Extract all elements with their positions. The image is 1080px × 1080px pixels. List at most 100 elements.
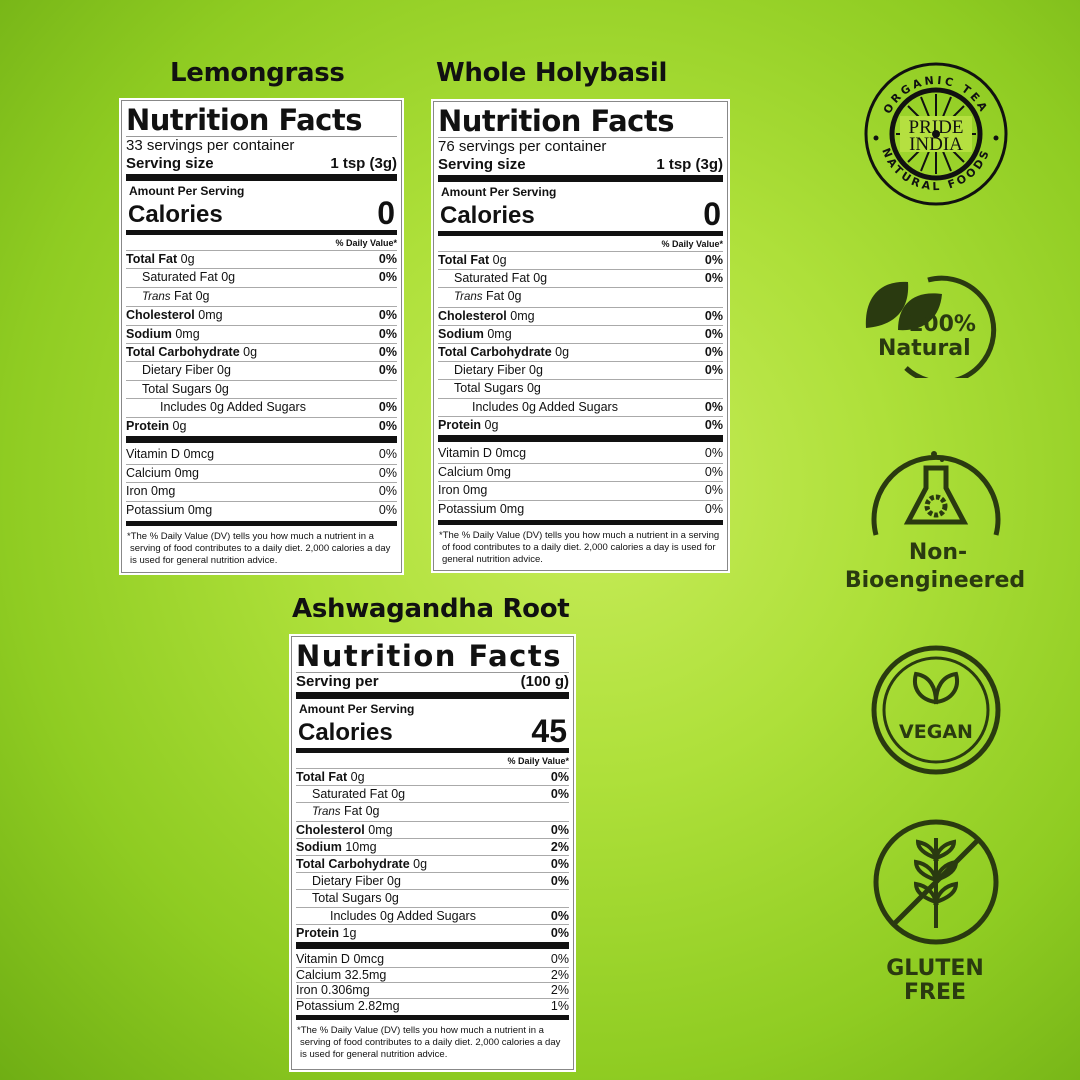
vitamin-dv: 0% xyxy=(704,464,723,479)
serving-size-key: Serving per xyxy=(296,673,379,690)
vitamin-row: Iron 0mg 0% xyxy=(126,483,397,502)
vitamin-dv: 1% xyxy=(550,998,569,1013)
nutrient-name: Includes 0g Added Sugars xyxy=(296,908,476,924)
vitamin-row: Potassium 0mg 0% xyxy=(126,502,397,520)
nutrient-label: Total Fat xyxy=(296,770,348,784)
nutrient-dv: 0% xyxy=(378,326,397,341)
vitamin-dv: 0% xyxy=(550,952,569,967)
nutrient-label: Protein xyxy=(438,417,482,432)
nutrient-label: Fat xyxy=(486,289,505,304)
vitamin-amount: 0mcg xyxy=(183,447,215,462)
calories-key: Calories xyxy=(298,719,393,746)
nutrient-row: Sodium 0mg 0% xyxy=(438,326,723,345)
nutrient-name: Total Fat 0g xyxy=(438,252,507,269)
serving-size-row: Serving size 1 tsp (3g) xyxy=(438,156,723,174)
nutrient-italic: Trans xyxy=(454,291,483,304)
svg-text:VEGAN: VEGAN xyxy=(899,721,973,743)
nutrient-dv: 0% xyxy=(550,822,569,837)
serving-size-value: (100 g) xyxy=(520,673,569,690)
nutrient-name: Cholesterol 0mg xyxy=(126,307,223,324)
nutrient-row: Dietary Fiber 0g 0% xyxy=(438,362,723,381)
nutrient-row: Includes 0g Added Sugars 0% xyxy=(126,399,397,418)
vitamin-amount: 32.5mg xyxy=(344,967,387,982)
vitamin-label: Vitamin D xyxy=(126,447,180,462)
nutrient-row: Total Fat 0g 0% xyxy=(126,251,397,270)
daily-value-header: % Daily Value* xyxy=(126,237,397,251)
nutrient-label: Includes 0g Added Sugars xyxy=(330,908,476,923)
nutrient-dv: 0% xyxy=(550,787,569,802)
nutrient-amount: 0g xyxy=(214,381,229,396)
nutrition-label-ashwagandha: Nutrition Facts Serving per (100 g) Amount … xyxy=(289,634,576,1072)
product-title-ashwagandha: Ashwagandha Root xyxy=(292,594,570,624)
vitamin-label: Potassium xyxy=(438,501,497,516)
nutrient-amount: 0g xyxy=(529,363,543,378)
vitamin-row: Iron 0mg 0% xyxy=(438,482,723,501)
nutrient-dv: 0% xyxy=(704,345,723,360)
nutrient-label: Total Carbohydrate xyxy=(126,345,240,360)
nutrient-amount: 0g xyxy=(365,804,380,819)
servings-per-container: 76 servings per container xyxy=(438,138,607,155)
vitamin-dv: 0% xyxy=(378,502,397,517)
vitamin-dv: 0% xyxy=(378,484,397,499)
calories-key: Calories xyxy=(128,201,223,228)
thick-divider xyxy=(126,436,397,444)
badge-natural-line2: Natural xyxy=(878,336,971,361)
vitamin-dv: 0% xyxy=(704,501,723,516)
thick-divider xyxy=(296,942,569,950)
calories-key: Calories xyxy=(440,202,535,229)
nutrient-label: Dietary Fiber xyxy=(142,363,214,378)
vitamin-row: Vitamin D 0mcg 0% xyxy=(126,446,397,465)
nutrient-row: Total Sugars 0g xyxy=(126,381,397,400)
nutrient-label: Saturated Fat xyxy=(454,271,530,286)
vitamin-dv: 0% xyxy=(378,465,397,480)
nutrient-amount: 0g xyxy=(533,271,548,286)
nutrient-name: Sodium 10mg xyxy=(296,839,377,855)
nutrient-label: Fat xyxy=(174,288,193,303)
nutrient-row: Cholesterol 0mg 0% xyxy=(296,822,569,839)
nutrient-row: Saturated Fat 0g 0% xyxy=(296,786,569,804)
nutrient-amount: 0g xyxy=(484,417,499,432)
nutrient-name: Protein 1g xyxy=(296,925,356,941)
nutrient-amount: 0g xyxy=(555,345,570,360)
nutrient-dv: 2% xyxy=(550,839,569,854)
nutrient-row: Protein 0g 0% xyxy=(438,417,723,434)
calories-value: 0 xyxy=(377,195,395,231)
badge-gluten-line2: FREE xyxy=(903,980,967,1005)
vitamin-name: Vitamin D 0mcg xyxy=(438,445,526,463)
nutrient-row: Sodium 10mg 2% xyxy=(296,839,569,857)
vitamin-amount: 0mg xyxy=(151,484,176,499)
nutrient-label: Fat xyxy=(344,804,363,819)
nutrient-row: Protein 1g 0% xyxy=(296,925,569,941)
vitamin-label: Iron xyxy=(438,483,460,498)
nutrient-label: Total Carbohydrate xyxy=(438,345,552,360)
badge-gluten-free: GLUTEN FREE xyxy=(838,818,1038,1008)
nutrient-row: Total Carbohydrate 0g 0% xyxy=(296,856,569,874)
product-title-lemongrass: Lemongrass xyxy=(170,58,345,88)
nutrient-name: Protein 0g xyxy=(438,417,498,434)
nutrition-label-holybasil: Nutrition Facts 76 servings per container… xyxy=(431,99,730,573)
footnote: *The % Daily Value (DV) tells you how mu… xyxy=(297,1025,561,1061)
nutrient-amount: 0mg xyxy=(198,308,223,323)
nutrient-row: Protein 0g 0% xyxy=(126,418,397,435)
nutrient-name: Saturated Fat 0g xyxy=(126,269,235,286)
nutrient-row: Includes 0g Added Sugars 0% xyxy=(296,908,569,925)
nutrient-label: Cholesterol xyxy=(296,822,365,837)
vitamin-amount: 2.82mg xyxy=(357,998,400,1013)
badge-nonbio-line2: Bioengineered xyxy=(844,568,1026,593)
vitamin-label: Iron xyxy=(296,983,318,998)
brand-logo: PRIDE INDIA ORGANIC TEA NATURAL FOODS xyxy=(864,62,1008,206)
vitamin-name: Potassium 0mg xyxy=(126,502,212,520)
nutrient-amount: 0g xyxy=(180,252,195,266)
amount-per-serving: Amount Per Serving xyxy=(299,702,415,716)
nutrient-label: Total Sugars xyxy=(142,381,212,396)
nutrient-row: Cholesterol 0mg 0% xyxy=(438,308,723,326)
serving-size-row: Serving per (100 g) xyxy=(296,673,569,691)
vitamin-label: Calcium xyxy=(438,464,484,479)
calories-row: Calories 45 xyxy=(296,715,569,747)
nutrient-row: Trans Fat 0g xyxy=(438,288,723,308)
medium-divider xyxy=(126,230,397,235)
vitamin-label: Vitamin D xyxy=(438,446,492,461)
vitamin-dv: 2% xyxy=(550,967,569,982)
nutrient-dv: 0% xyxy=(378,345,397,360)
nutrient-dv: 0% xyxy=(378,418,397,433)
